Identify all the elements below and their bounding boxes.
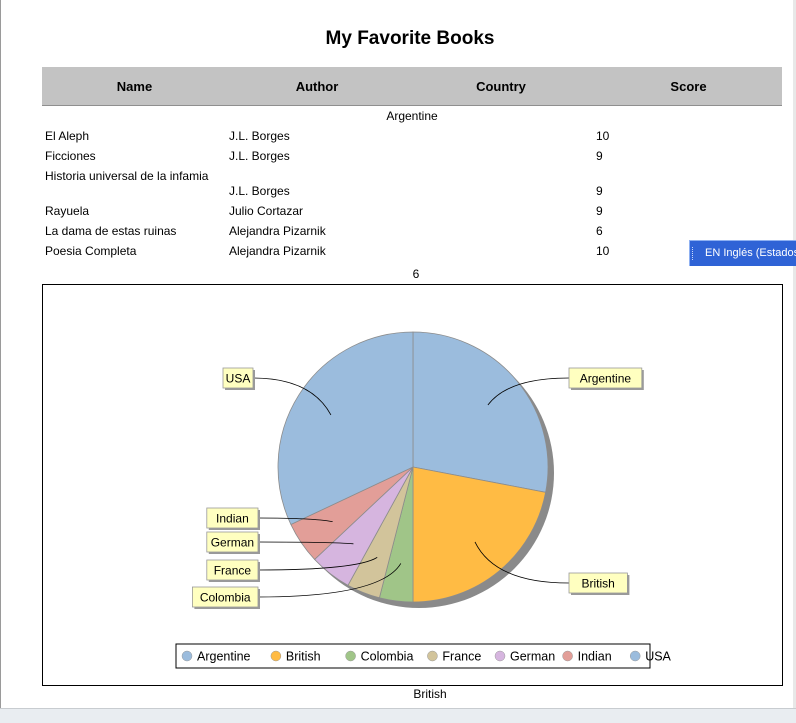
legend-label-usa: USA: [645, 650, 671, 664]
slice-label-box: [568, 367, 643, 389]
status-bar: [0, 708, 796, 723]
book-score: 10: [596, 129, 610, 143]
book-author: Alejandra Pizarnik: [229, 244, 326, 258]
slice-label-connector: [257, 517, 333, 523]
book-score: 10: [596, 244, 610, 258]
pie-slice-british: [412, 466, 547, 603]
window-left-border: [0, 0, 1, 708]
pie-slice-argentine: [412, 331, 549, 493]
book-author: Julio Cortazar: [229, 204, 304, 218]
book-score: 6: [596, 224, 603, 238]
legend-swatch-france: [427, 650, 438, 662]
slice-label-box: [206, 507, 259, 529]
pie-chart: Argentine British Colombia France German Indi…: [175, 331, 672, 669]
language-label: EN Inglés (Estados: [705, 247, 796, 259]
book-author: Alejandra Pizarnik: [229, 224, 326, 238]
book-name: El Aleph: [45, 129, 90, 143]
legend-swatch-usa: [629, 650, 641, 662]
slice-label-argentine: Argentine: [580, 372, 632, 386]
legend-label-german: German: [510, 650, 555, 664]
book-author: J.L. Borges: [229, 149, 290, 163]
slice-label-german: German: [211, 536, 254, 550]
column-header-author: Author: [295, 79, 339, 94]
next-group-header: British: [413, 687, 447, 701]
slice-label-box: [206, 559, 259, 581]
book-author: J.L. Borges: [229, 184, 290, 198]
table-header: Name Author Country Score: [42, 67, 782, 106]
pie-chart-frame: Argentine British Colombia France German Indi…: [42, 284, 783, 686]
slice-label-connector: [257, 541, 354, 545]
book-name: Historia universal de la infamia: [45, 169, 209, 183]
book-name: Ficciones: [45, 149, 96, 163]
legend-label-colombia: Colombia: [361, 650, 414, 664]
legend-label-argentine: Argentine: [197, 650, 251, 664]
slice-label-box: [206, 531, 259, 553]
book-name: Rayuela: [45, 204, 90, 218]
legend-label-indian: Indian: [578, 650, 612, 664]
language-bar[interactable]: EN Inglés (Estados: [689, 240, 796, 266]
report-title: My Favorite Books: [325, 28, 495, 49]
slice-label-british: British: [582, 577, 615, 591]
slice-label-usa: USA: [226, 372, 251, 386]
legend-swatch-british: [270, 650, 282, 662]
slice-label-connector: [257, 557, 378, 571]
legend-swatch-german: [494, 650, 506, 662]
book-name: La dama de estas ruinas: [45, 224, 177, 238]
pie-slice-usa: [277, 331, 414, 526]
book-score: 9: [596, 184, 603, 198]
column-header-name: Name: [116, 79, 153, 94]
slice-label-connector: [252, 377, 332, 416]
book-score: 9: [596, 149, 603, 163]
slice-label-indian: Indian: [216, 512, 249, 526]
column-header-country: Country: [476, 79, 526, 94]
legend-swatch-indian: [562, 650, 573, 662]
slice-label-box: [222, 367, 254, 389]
window-right-border: [793, 0, 796, 708]
legend-swatch-argentine: [181, 650, 193, 662]
legend-label-france: France: [442, 650, 481, 664]
legend-label-british: British: [286, 650, 321, 664]
group-count: 6: [412, 267, 420, 281]
slice-label-connector: [487, 377, 570, 406]
slice-label-connector: [257, 563, 402, 598]
slice-label-connector: [474, 541, 570, 584]
book-score: 9: [596, 204, 603, 218]
grip-icon[interactable]: [692, 247, 696, 260]
legend-swatch-colombia: [345, 650, 356, 662]
book-name: Poesia Completa: [45, 244, 137, 258]
slice-label-box: [568, 572, 628, 594]
column-header-score: Score: [670, 79, 707, 94]
slice-label-box: [191, 586, 259, 608]
group-header-country: Argentine: [386, 109, 438, 123]
slice-label-france: France: [214, 564, 252, 578]
book-author: J.L. Borges: [229, 129, 290, 143]
slice-label-colombia: Colombia: [200, 591, 251, 605]
